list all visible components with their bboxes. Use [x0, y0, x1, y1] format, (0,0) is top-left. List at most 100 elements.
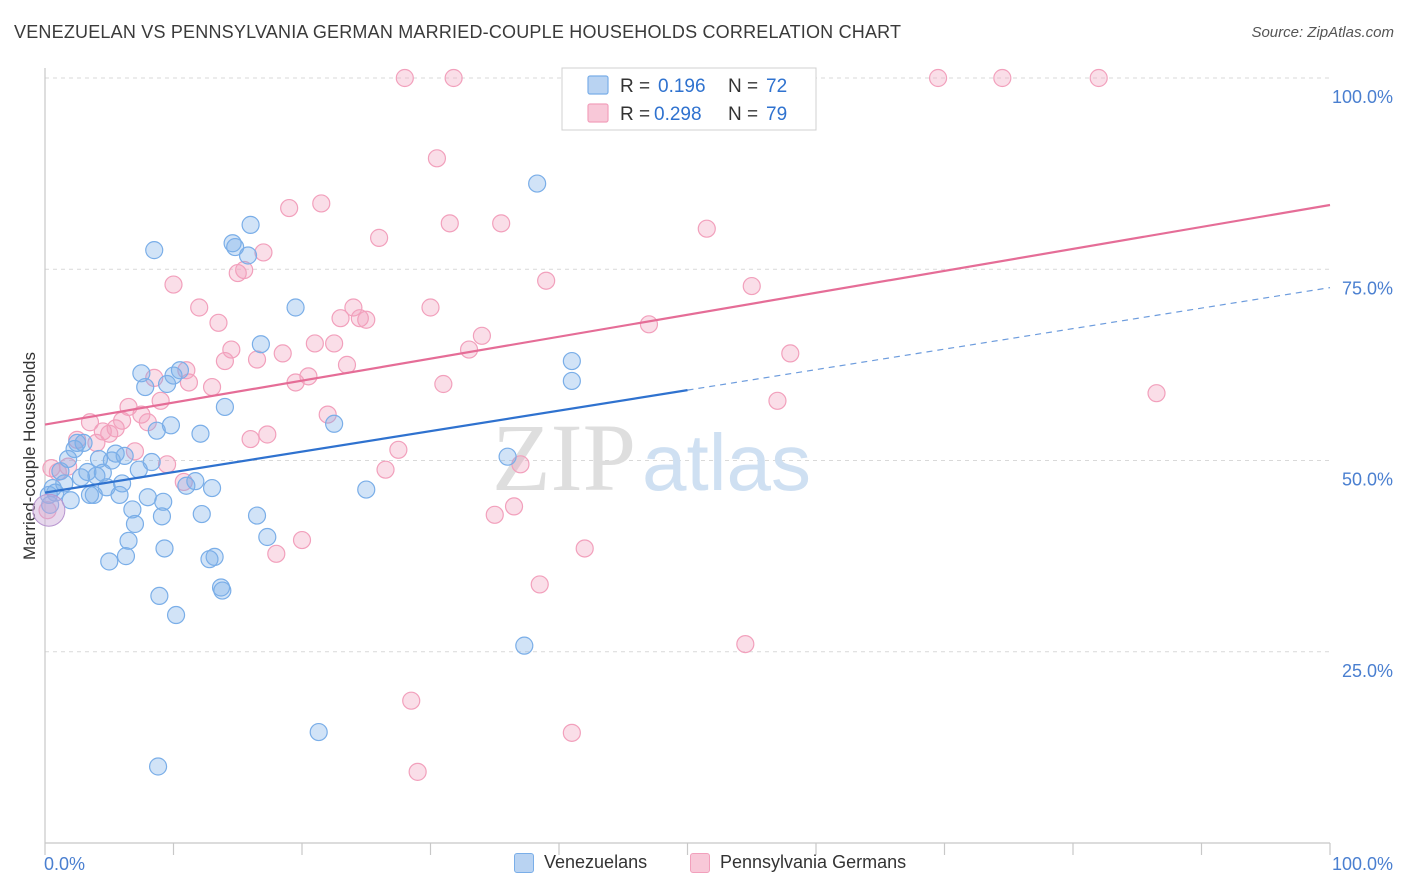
pennsylvania-german-point-33 [267, 544, 286, 563]
venezuelan-point-26 [123, 500, 142, 519]
pennsylvania-german-point-51 [395, 68, 414, 88]
pennsylvania-german-point-32 [258, 425, 277, 444]
stats-swatch-pink [587, 103, 609, 123]
venezuelan-point-53 [215, 397, 234, 417]
legend-swatch-blue [514, 852, 534, 873]
venezuelan-point-31 [138, 488, 157, 507]
venezuelan-point-58 [251, 335, 270, 354]
pennsylvania-german-point-30 [247, 350, 267, 369]
grid-lines [45, 77, 1330, 653]
pennsylvania-german-point-22 [190, 298, 209, 317]
venezuelan-point-17 [93, 463, 112, 482]
pennsylvania-german-point-77 [1089, 68, 1108, 88]
series-venezuelans [32, 174, 581, 776]
pennsylvania-german-point-39 [305, 334, 324, 353]
pennsylvania-german-point-50 [389, 440, 408, 459]
chart-title: VENEZUELAN VS PENNSYLVANIA GERMAN MARRIE… [14, 22, 902, 42]
venezuelan-point-39 [161, 416, 181, 435]
pennsylvania-german-point-18 [164, 275, 183, 294]
venezuelan-point-41 [152, 507, 172, 526]
venezuelan-point-66 [515, 636, 534, 655]
stats-n-value-2: 79 [766, 104, 787, 125]
venezuelan-point-60 [258, 527, 277, 547]
pennsylvania-german-point-48 [370, 228, 389, 247]
venezuelan-point-24 [116, 547, 136, 566]
pennsylvania-german-point-43 [331, 309, 350, 328]
pennsylvania-german-point-12 [125, 442, 145, 461]
pennsylvania-german-point-46 [350, 309, 369, 328]
pennsylvania-german-point-49 [376, 460, 395, 479]
pennsylvania-german-point-47 [357, 310, 376, 329]
venezuelan-point-34 [147, 421, 166, 440]
pennsylvania-german-point-63 [504, 497, 524, 516]
pennsylvania-german-point-55 [427, 149, 447, 168]
venezuelan-point-30 [136, 377, 155, 397]
pennsylvania-german-point-41 [318, 405, 337, 424]
pennsylvania-german-point-74 [781, 344, 800, 363]
source-credit: Source: ZipAtlas.com [1251, 24, 1394, 41]
bottom-legend: Venezuelans Pennsylvania Germans [0, 850, 1406, 880]
series-pennsylvania-germans [38, 68, 1166, 781]
pennsylvania-german-point-26 [222, 340, 241, 359]
venezuelan-point-23 [112, 474, 132, 493]
pennsylvania-german-point-34 [273, 344, 292, 363]
pennsylvania-german-point-45 [344, 298, 363, 317]
pennsylvania-german-point-29 [241, 429, 260, 449]
pennsylvania-german-point-60 [472, 326, 491, 345]
stats-swatch-blue [587, 75, 609, 95]
stats-r-label-1: R = [620, 76, 650, 97]
venezuelan-point-19 [100, 552, 119, 571]
stats-n-label-1: N = [728, 76, 758, 97]
y-tick-label-0: 25.0% [1342, 661, 1393, 681]
x-tick-label-1: 100.0% [1332, 854, 1393, 874]
venezuelan-point-50 [205, 547, 224, 566]
legend-item-pennsylvania-germans[interactable]: Pennsylvania Germans [690, 852, 906, 873]
pennsylvania-german-point-76 [993, 68, 1012, 88]
pennsylvania-german-point-61 [485, 505, 504, 524]
pennsylvania-german-point-24 [209, 313, 228, 332]
venezuelan-point-57 [241, 215, 260, 234]
legend-item-venezuelans[interactable]: Venezuelans [514, 852, 647, 873]
trend-line-venezuelans [44, 389, 688, 494]
watermark: ZIP atlas [492, 404, 811, 511]
venezuelan-point-70 [155, 539, 174, 558]
trend-lines [44, 203, 1331, 494]
venezuelan-point-48 [202, 478, 222, 498]
venezuelan-point-35 [150, 586, 169, 606]
y-tick-label-3: 100.0% [1332, 87, 1393, 107]
pennsylvania-german-point-70 [697, 219, 716, 238]
pennsylvania-german-point-71 [736, 634, 755, 654]
cluster-point [32, 493, 66, 527]
venezuelan-point-71 [115, 446, 134, 466]
venezuelan-point-52 [213, 581, 232, 600]
venezuelan-point-51 [211, 578, 231, 597]
venezuelan-point-42 [170, 361, 190, 380]
legend-label-pennsylvania-germans: Pennsylvania Germans [720, 852, 907, 872]
venezuelan-point-55 [223, 234, 242, 253]
pennsylvania-german-point-25 [215, 351, 234, 371]
pennsylvania-german-point-23 [202, 377, 222, 397]
venezuelan-point-65 [498, 447, 517, 466]
venezuelan-point-7 [61, 491, 80, 510]
x-tick-label-0: 0.0% [44, 854, 85, 874]
venezuelan-point-63 [325, 414, 344, 433]
venezuelan-point-11 [74, 433, 93, 453]
venezuelan-point-61 [286, 298, 305, 317]
stats-n-label-2: N = [728, 104, 758, 125]
pennsylvania-german-point-59 [459, 340, 479, 359]
venezuelan-point-9 [68, 433, 87, 453]
pennsylvania-german-point-72 [742, 276, 761, 296]
pennsylvania-german-point-62 [492, 214, 511, 233]
pennsylvania-german-point-35 [280, 198, 299, 218]
pennsylvania-german-point-54 [421, 298, 440, 317]
pennsylvania-german-point-31 [254, 243, 273, 262]
venezuelan-point-27 [125, 514, 145, 534]
venezuelan-point-22 [110, 485, 129, 505]
y-tick-labels: 25.0% 50.0% 75.0% 100.0% [1332, 87, 1393, 681]
venezuelan-point-64 [357, 480, 376, 499]
venezuelan-point-12 [78, 462, 97, 482]
venezuelan-point-46 [186, 472, 205, 491]
venezuelan-point-44 [166, 605, 186, 625]
venezuelan-point-56 [238, 246, 258, 265]
pennsylvania-german-point-66 [537, 271, 556, 290]
